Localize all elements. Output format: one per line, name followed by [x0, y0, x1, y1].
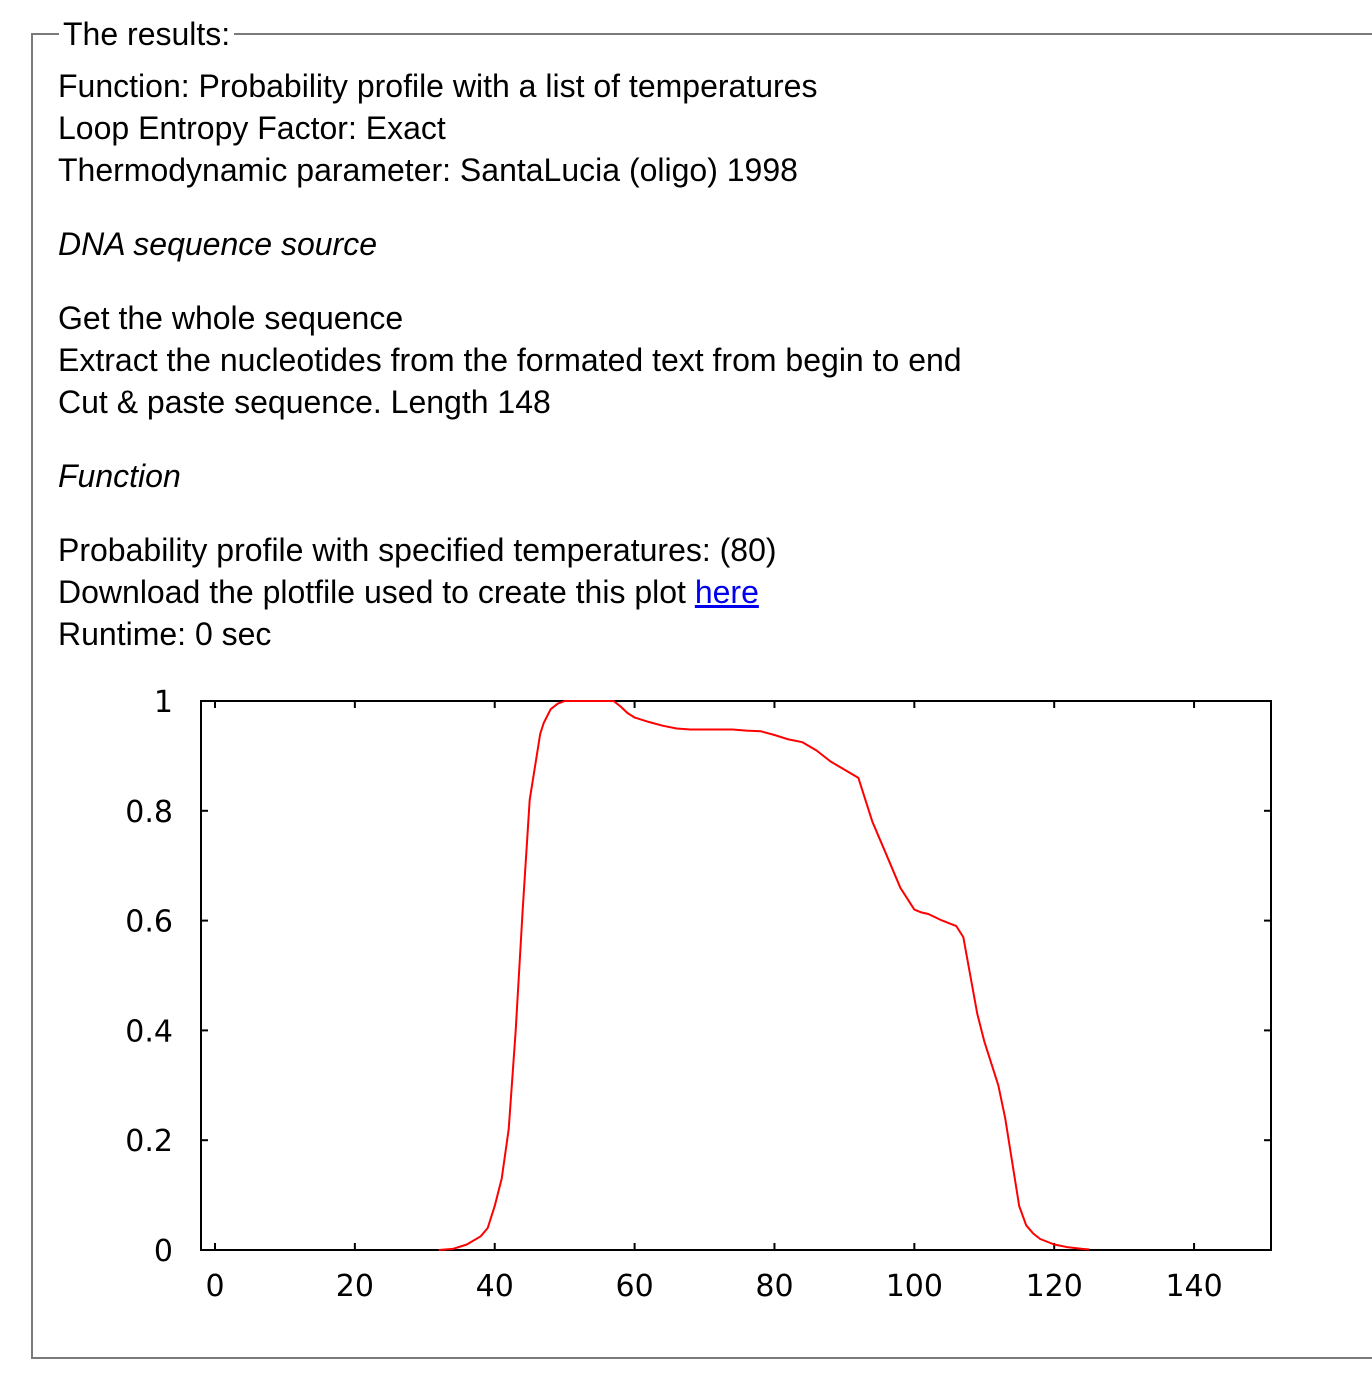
download-here-link[interactable]: here [694, 574, 759, 610]
download-line: Download the plotfile used to create thi… [58, 572, 759, 612]
x-tick-label: 140 [1165, 1269, 1222, 1304]
x-tick-label: 60 [616, 1269, 654, 1304]
y-tick-label: 0.8 [125, 795, 173, 830]
loop-entropy-summary: Loop Entropy Factor: Exact [58, 110, 446, 146]
function-summary: Function: Probability profile with a lis… [58, 68, 818, 104]
probability-series-line [438, 700, 1090, 1251]
thermodynamic-summary: Thermodynamic parameter: SantaLucia (oli… [58, 152, 798, 188]
function-heading: Function [58, 458, 181, 494]
source-line-length: Cut & paste sequence. Length 148 [58, 384, 551, 420]
results-legend: The results: [59, 16, 235, 52]
source-line-extract: Extract the nucleotides from the formate… [58, 342, 962, 378]
profile-temperatures-line: Probability profile with specified tempe… [58, 532, 777, 568]
x-tick-label: 0 [205, 1269, 224, 1304]
plot-frame [200, 700, 1272, 1251]
download-prefix: Download the plotfile used to create thi… [58, 574, 695, 610]
y-tick-label: 0 [154, 1234, 173, 1269]
probability-profile-plot: 0 20 40 60 80 100 120 140 0 0.2 0.4 0.6 0.8 1 [125, 685, 1272, 1304]
y-tick-label: 0.4 [125, 1014, 173, 1049]
x-tick-label: 120 [1026, 1269, 1083, 1304]
y-tick-label: 0.6 [125, 905, 173, 940]
y-tick-label: 1 [154, 685, 173, 720]
runtime-line: Runtime: 0 sec [58, 616, 272, 652]
y-tick-label: 0.2 [125, 1124, 173, 1159]
source-line-whole: Get the whole sequence [58, 300, 404, 336]
x-tick-label: 20 [336, 1269, 374, 1304]
x-tick-label: 80 [755, 1269, 793, 1304]
results-fieldset: The results: [31, 16, 1372, 1359]
x-tick-label: 100 [886, 1269, 943, 1304]
x-tick-label: 40 [476, 1269, 514, 1304]
sequence-source-heading: DNA sequence source [58, 226, 377, 262]
